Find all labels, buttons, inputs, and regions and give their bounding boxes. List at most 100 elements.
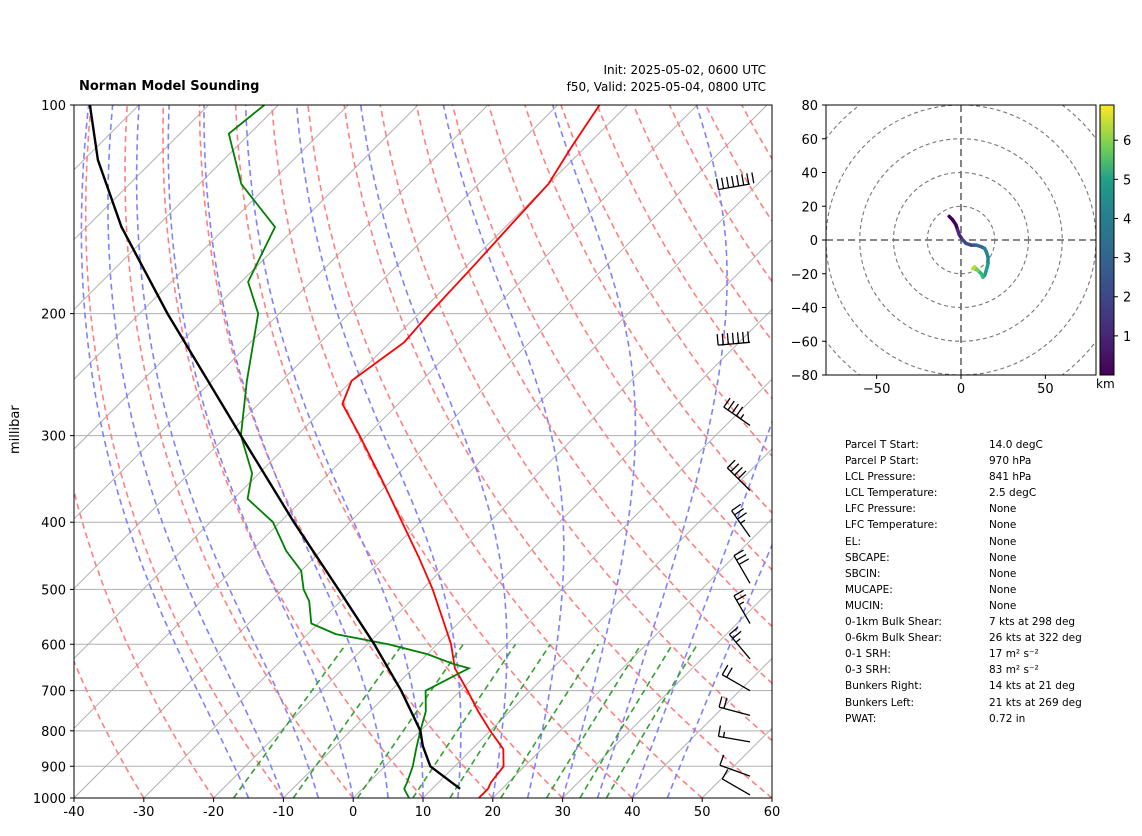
stat-value: 21 kts at 269 deg xyxy=(989,696,1082,709)
stat-row: LFC Pressure: None xyxy=(845,501,1082,517)
barb-half-flag xyxy=(722,731,726,738)
barb-flag xyxy=(726,176,730,188)
barb-flag xyxy=(747,331,750,343)
moist-adiabat xyxy=(80,105,250,798)
stat-value: None xyxy=(989,503,1017,516)
moist-adiabat xyxy=(203,105,389,798)
mixing-ratio-line xyxy=(412,643,517,798)
isotherm-line xyxy=(422,448,772,798)
stat-label: Bunkers Right: xyxy=(845,680,922,693)
wind-barb xyxy=(733,589,751,624)
stat-value: None xyxy=(989,535,1017,548)
mixing-ratio-line xyxy=(356,643,464,798)
isotherm-line xyxy=(492,518,772,798)
wind-barb xyxy=(731,503,751,538)
dry-adiabat xyxy=(74,487,215,798)
stat-label: 0-6km Bulk Shear: xyxy=(845,632,942,645)
stat-label: Bunkers Left: xyxy=(845,696,915,709)
moist-adiabat xyxy=(359,105,508,798)
barb-flag xyxy=(729,626,739,635)
barb-flag xyxy=(733,589,744,597)
stat-label: SBCAPE: xyxy=(845,551,890,564)
hodo-y-tick-label: 40 xyxy=(801,167,818,182)
stat-label: 0-3 SRH: xyxy=(845,664,891,677)
barb-flag xyxy=(751,172,755,184)
barb-flag xyxy=(734,466,743,476)
barb-half-flag xyxy=(740,519,746,524)
barb-half-flag xyxy=(738,601,745,606)
stat-row: 0-1 SRH: 17 m² s⁻² xyxy=(845,646,1082,662)
stat-label: SBCIN: xyxy=(845,567,881,580)
skew-t-profiles xyxy=(88,105,601,798)
hodograph-trace xyxy=(947,214,990,279)
y-tick-label: 600 xyxy=(41,638,66,653)
barb-flag xyxy=(736,553,747,561)
dewpoint-profile xyxy=(227,105,472,798)
hodo-y-tick-label: −40 xyxy=(791,302,818,317)
stat-row: SBCAPE: None xyxy=(845,550,1082,566)
isotherm-line xyxy=(283,308,772,798)
dry-adiabat xyxy=(198,105,494,798)
barb-flag xyxy=(737,470,747,480)
stat-value: 2.5 degC xyxy=(989,487,1037,500)
wind-barb xyxy=(716,331,751,346)
stat-value: 14.0 degC xyxy=(989,439,1043,451)
stat-value: None xyxy=(989,519,1017,532)
barb-flag xyxy=(718,696,723,708)
stat-value: 7 kts at 298 deg xyxy=(989,616,1076,629)
isotherm-line xyxy=(74,105,419,450)
barb-flag xyxy=(726,459,736,469)
height-colorbar: 1 2 3 4 5 6 xyxy=(1099,104,1131,376)
stat-row: LFC Temperature: None xyxy=(845,517,1082,533)
moist-adiabat xyxy=(135,105,320,798)
barb-flag xyxy=(736,332,740,344)
barb-flag xyxy=(746,173,750,185)
init-time: Init: 2025-05-02, 0600 UTC xyxy=(603,63,766,77)
stat-value: None xyxy=(989,567,1017,580)
barb-flag xyxy=(731,503,742,512)
mixing-ratio-line xyxy=(232,643,347,798)
barb-shaft xyxy=(723,406,751,426)
x-tick-label: -40 xyxy=(63,805,84,820)
barb-flag xyxy=(730,463,740,472)
isotherm-line xyxy=(562,587,772,798)
dry-adiabat xyxy=(84,105,285,798)
stat-row: Bunkers Right: 14 kts at 21 deg xyxy=(845,678,1082,694)
stat-value: 841 hPa xyxy=(989,471,1032,484)
stat-row: 0-3 SRH: 83 m² s⁻² xyxy=(845,662,1082,678)
dry-adiabat xyxy=(234,105,564,798)
dry-adiabat xyxy=(271,105,633,798)
stat-row: Parcel P Start: 970 hPa xyxy=(845,453,1082,469)
hodograph-segment xyxy=(971,265,977,271)
isotherm-line xyxy=(74,105,349,380)
hodo-y-tick-label: 80 xyxy=(801,99,818,114)
y-tick-label: 300 xyxy=(41,430,66,445)
colorbar-label: km xyxy=(1096,377,1115,391)
hodo-y-tick-label: −20 xyxy=(791,268,818,283)
hodo-y-tick-label: 0 xyxy=(810,234,818,249)
wind-barb xyxy=(721,664,751,692)
isotherm-line xyxy=(74,105,489,520)
barb-half-flag xyxy=(740,413,745,420)
barb-flag xyxy=(732,630,742,639)
barb-flag xyxy=(726,333,729,345)
isotherm-line xyxy=(74,105,768,798)
moist-adiabat xyxy=(107,105,285,798)
dry-adiabat xyxy=(124,105,354,798)
dry-adiabat xyxy=(415,105,772,685)
isotherm-line xyxy=(352,378,772,798)
barb-flag xyxy=(736,175,740,187)
parcel-profile xyxy=(88,105,461,790)
wind-barb xyxy=(721,769,751,796)
barb-flag xyxy=(731,175,735,187)
stat-value: None xyxy=(989,551,1017,564)
barb-flag xyxy=(723,397,731,408)
mixing-ratio-line xyxy=(545,643,642,798)
barb-flag xyxy=(742,331,745,343)
barb-flag xyxy=(721,333,724,345)
mixing-ratio-line xyxy=(500,643,599,798)
moist-adiabat xyxy=(295,105,462,798)
skew-t-background-lines xyxy=(74,105,772,798)
y-tick-label: 200 xyxy=(41,308,66,323)
stat-value: 14 kts at 21 deg xyxy=(989,680,1076,693)
